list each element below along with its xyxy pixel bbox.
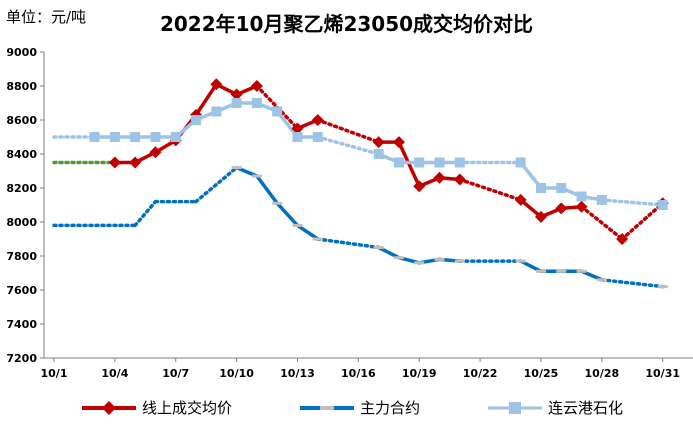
series-2-point (576, 191, 587, 202)
series-2-point (393, 157, 404, 168)
series-2-dotted-segment (316, 135, 381, 156)
y-tick-label: 7800 (6, 250, 37, 263)
legend-label-online-price: 线上成交均价 (142, 399, 233, 417)
x-tick-label: 10/1 (41, 367, 68, 380)
legend-label-main-contract: 主力合约 (360, 399, 421, 417)
series-0-line-segment (194, 82, 219, 117)
series-0-point (514, 193, 527, 206)
series-0-point (372, 136, 385, 149)
chart-legend: 线上成交均价 主力合约 连云港石化 (0, 396, 693, 422)
x-tick-label: 10/28 (585, 367, 620, 380)
x-tick-label: 10/10 (219, 367, 254, 380)
legend-symbol-online-price (82, 401, 136, 415)
legend-label-lianyungang: 连云港石化 (548, 399, 624, 417)
series-1-dotted-segment (133, 199, 158, 228)
series-2-point (231, 98, 242, 108)
series-2-point (556, 183, 567, 193)
series-0-dotted-segment (458, 177, 523, 202)
series-0-point (291, 122, 304, 135)
series-2-point (130, 132, 141, 142)
series-0-point (453, 173, 466, 186)
series-2-point (596, 194, 607, 205)
series-0-point (149, 146, 162, 159)
series-0-point (555, 202, 568, 215)
y-axis-unit-label: 单位：元/吨 (6, 8, 87, 26)
series-2-point (312, 132, 323, 142)
series-2-point (170, 132, 181, 142)
y-tick-label: 8600 (6, 114, 37, 127)
series-1-line-segment (255, 174, 279, 206)
series-0-point (413, 180, 426, 193)
series-1-line-segment (295, 223, 320, 241)
series-2-point (272, 106, 283, 117)
series-1-dotted-segment (600, 278, 665, 289)
x-tick-label: 10/25 (524, 367, 559, 380)
series-2-point (454, 157, 465, 168)
series-2-point (89, 132, 100, 142)
series-2-point (109, 132, 120, 142)
series-2-point (515, 157, 526, 168)
series-1-line-segment (275, 201, 300, 228)
y-tick-label: 9000 (6, 46, 37, 59)
line-chart: 7200 7400 7600 7800 8000 8200 8400 8600 8800 9000… (6, 46, 693, 380)
y-tick-label: 8200 (6, 182, 37, 195)
series-0-point (108, 156, 121, 169)
series-0-point (250, 80, 263, 92)
x-tick-label: 10/16 (341, 367, 376, 380)
legend-item-online-price[interactable]: 线上成交均价 (80, 396, 250, 420)
y-tick-label: 8400 (6, 148, 37, 161)
series-2-point (292, 132, 303, 142)
series-0-point (392, 136, 405, 149)
series-2-point (373, 149, 384, 159)
series-2-point (191, 115, 202, 125)
legend-item-lianyungang[interactable]: 连云港石化 (486, 396, 656, 420)
x-tick-label: 10/4 (101, 367, 128, 380)
series-0-point (311, 114, 324, 126)
series-1-line-segment (518, 259, 543, 274)
series-2-point (211, 106, 222, 117)
series-0-point (575, 200, 588, 213)
series-0-point (534, 210, 547, 223)
series-1-dotted-segment (194, 165, 239, 204)
series-1-line-segment (376, 245, 401, 260)
series-2-point (657, 200, 668, 210)
y-tick-label: 7400 (6, 318, 37, 331)
series-2-point (434, 157, 445, 168)
legend-symbol-main-contract (300, 406, 354, 410)
y-tick-label: 8800 (6, 80, 37, 93)
series-0-line-segment (518, 198, 543, 219)
x-tick-label: 10/7 (162, 367, 189, 380)
series-0-dotted-segment (620, 201, 665, 241)
chart-title: 2022年10月聚乙烯23050成交均价对比 (159, 12, 534, 36)
series-0-point (433, 171, 446, 184)
x-tick-label: 10/19 (402, 367, 437, 380)
x-tick-label: 10/22 (463, 367, 498, 380)
y-tick-label: 8000 (6, 216, 37, 229)
series-0-point (210, 78, 223, 91)
y-tick-label: 7600 (6, 284, 37, 297)
x-tick-label: 10/31 (645, 367, 680, 380)
series-0-point (129, 156, 142, 169)
legend-item-main-contract[interactable]: 主力合约 (298, 396, 448, 420)
series-0-dotted-segment (316, 118, 381, 144)
series-2-dotted-segment (600, 198, 665, 207)
x-tick-label: 10/13 (280, 367, 315, 380)
series-1-dotted-segment (316, 237, 381, 250)
y-tick-label: 7200 (6, 352, 37, 365)
series-2-point (535, 183, 546, 193)
series-2-point (150, 132, 161, 142)
series-0-point (616, 233, 629, 245)
series-2-point (251, 98, 262, 108)
series-0-point (230, 88, 243, 101)
series-2-point (414, 157, 425, 168)
legend-symbol-lianyungang (488, 402, 542, 414)
series-0-dotted-segment (579, 204, 624, 241)
